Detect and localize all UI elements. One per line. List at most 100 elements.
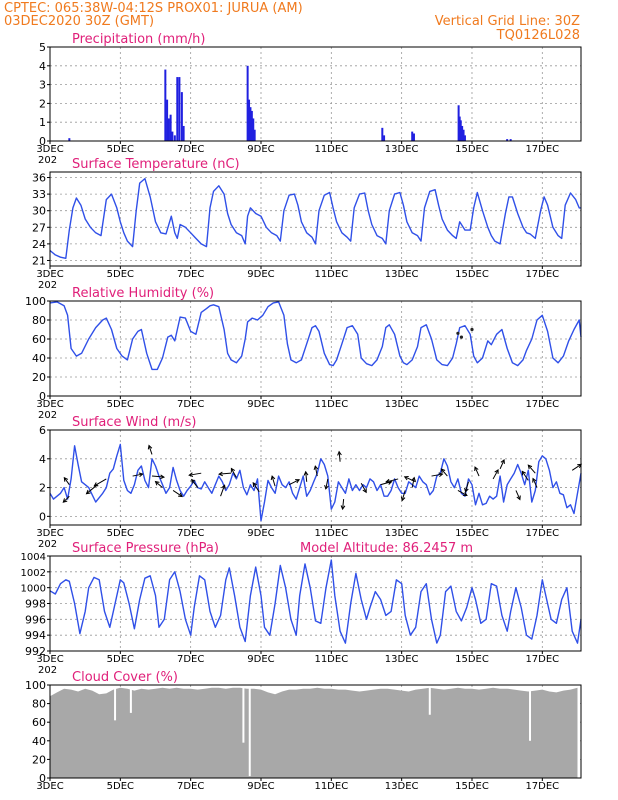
x-tick-label: 15DEC (455, 528, 489, 539)
y-tick-label: 20 (32, 371, 46, 384)
panel-temp: 21 24 27 30 33 36 3DEC 5DEC 7DEC 9DEC 11DEC 13DEC 15… (32, 157, 582, 291)
wind-vector-head (521, 470, 527, 476)
x-tick-label: 9DEC (247, 399, 274, 410)
x-tick-label: 11DEC (314, 781, 348, 792)
cloud-gap (428, 685, 431, 715)
wind-vector-head (160, 474, 166, 480)
precip-bar (248, 99, 251, 141)
y-tick-label: 0 (39, 510, 46, 523)
wind-vector-head (527, 464, 533, 470)
rh-marker (456, 331, 460, 335)
header: CPTEC: 065:38W-04:12S PROX01: JURUA (AM)… (4, 1, 580, 43)
y-tick-label: 60 (32, 716, 46, 729)
x-tick-label: 7DEC (177, 654, 204, 665)
x-tick-label: 17DEC (525, 269, 559, 280)
panel-title-pres: Surface Pressure (hPa) (72, 541, 219, 556)
wind-vector-head (462, 491, 468, 497)
wind-vector (132, 473, 143, 477)
temp-series-line (49, 177, 581, 259)
wind-vector (148, 445, 153, 455)
wind-vector (521, 471, 529, 481)
wind-vector (440, 468, 448, 477)
wind-vector (63, 477, 70, 485)
wind-vector (380, 481, 392, 486)
wind-vector (474, 466, 480, 477)
cloud-area (50, 687, 578, 778)
panel-frame (49, 171, 582, 267)
wind-vector-head (147, 444, 153, 450)
wind-vector-head (340, 505, 346, 511)
wind-vector-head (63, 476, 69, 482)
wind-vector-head (438, 472, 444, 477)
wind-vector (252, 482, 260, 493)
y-tick-label: 4 (39, 453, 46, 466)
wind-vector-head (516, 495, 521, 501)
panel-precip: 0 1 2 3 4 5 3DEC 5DEC 7DEC 9DEC 11DEC 13DEC 15DEC 17D… (36, 32, 582, 166)
x-tick-label: 15DEC (455, 781, 489, 792)
cloud-gap (114, 685, 117, 721)
x-tick-label: 15DEC (455, 144, 489, 155)
wind-vector (499, 459, 505, 470)
y-tick-label: 0 (39, 772, 46, 785)
x-tick-label: 5DEC (107, 144, 134, 155)
x-tick-label: 5DEC (107, 781, 134, 792)
x-tick-label: 11DEC (314, 654, 348, 665)
wind-vector-head (500, 458, 505, 464)
precip-bar (463, 135, 466, 141)
precip-bar (411, 131, 414, 141)
panel-pres: 992 994 996 998 1000 1002 1004 3DEC 5DEC 7DEC 9DEC… (21, 541, 582, 676)
wind-vector (532, 478, 538, 488)
precip-bar (459, 120, 462, 141)
precip-bar (182, 125, 185, 141)
precip-bar (462, 129, 465, 141)
x-tick-label: 3DEC (36, 781, 63, 792)
wind-vector (219, 472, 232, 475)
precip-bar (246, 65, 249, 141)
rh-series-line (49, 301, 582, 371)
wind-vector (172, 490, 183, 497)
wind-vector-head (270, 475, 276, 481)
x-tick-label: 5DEC (107, 528, 134, 539)
panel-title-cloud: Cloud Cover (%) (72, 670, 178, 685)
y-tick-label: 1000 (21, 584, 46, 595)
y-tick-label: 40 (32, 735, 46, 748)
y-tick-label: 2 (39, 482, 46, 495)
wind-vector (189, 472, 202, 476)
x-tick-label: 9DEC (247, 144, 274, 155)
x-tick-label: 5DEC (107, 269, 134, 280)
wind-vector (288, 479, 300, 486)
header-location: CPTEC: 065:38W-04:12S PROX01: JURUA (AM) (4, 1, 303, 16)
y-tick-label: 3 (39, 79, 46, 92)
panel-cloud: 0 20 40 60 80 100 3DEC 5DEC 7DEC 9DEC 11DEC 13DEC 15… (25, 670, 582, 792)
panel-title-wind: Surface Wind (m/s) (72, 415, 196, 430)
y-tick-label: 4 (39, 60, 46, 73)
precip-bar (412, 133, 415, 141)
precip-bar (171, 131, 174, 141)
precip-bar (506, 139, 509, 141)
wind-vector-head (313, 465, 319, 471)
wind-vector-head (221, 484, 226, 490)
x-tick-label: 17DEC (525, 781, 559, 792)
panel-title-temp: Surface Temperature (nC) (72, 157, 240, 172)
wind-vector (230, 468, 237, 478)
x-tick-label: 5DEC (107, 654, 134, 665)
cloud-gap (242, 685, 245, 743)
y-tick-label: 5 (39, 41, 46, 54)
wind-vector (62, 495, 70, 503)
year-stub-label: 202 (38, 280, 57, 291)
wind-vector (571, 463, 582, 471)
wind-vector-head (178, 492, 183, 498)
wind-vector (220, 485, 226, 497)
y-tick-label: 100 (25, 295, 46, 308)
precip-bar (166, 99, 169, 141)
x-tick-label: 11DEC (314, 528, 348, 539)
x-tick-label: 11DEC (314, 144, 348, 155)
precip-bar (457, 105, 460, 141)
panel-title-rh: Relative Humidity (%) (72, 286, 214, 301)
wind-vector (464, 481, 469, 492)
y-tick-label: 992 (25, 645, 46, 658)
y-tick-label: 2 (39, 97, 46, 110)
year-stub-label: 202 (38, 155, 57, 166)
wind-vector (94, 478, 107, 487)
x-tick-label: 7DEC (177, 269, 204, 280)
